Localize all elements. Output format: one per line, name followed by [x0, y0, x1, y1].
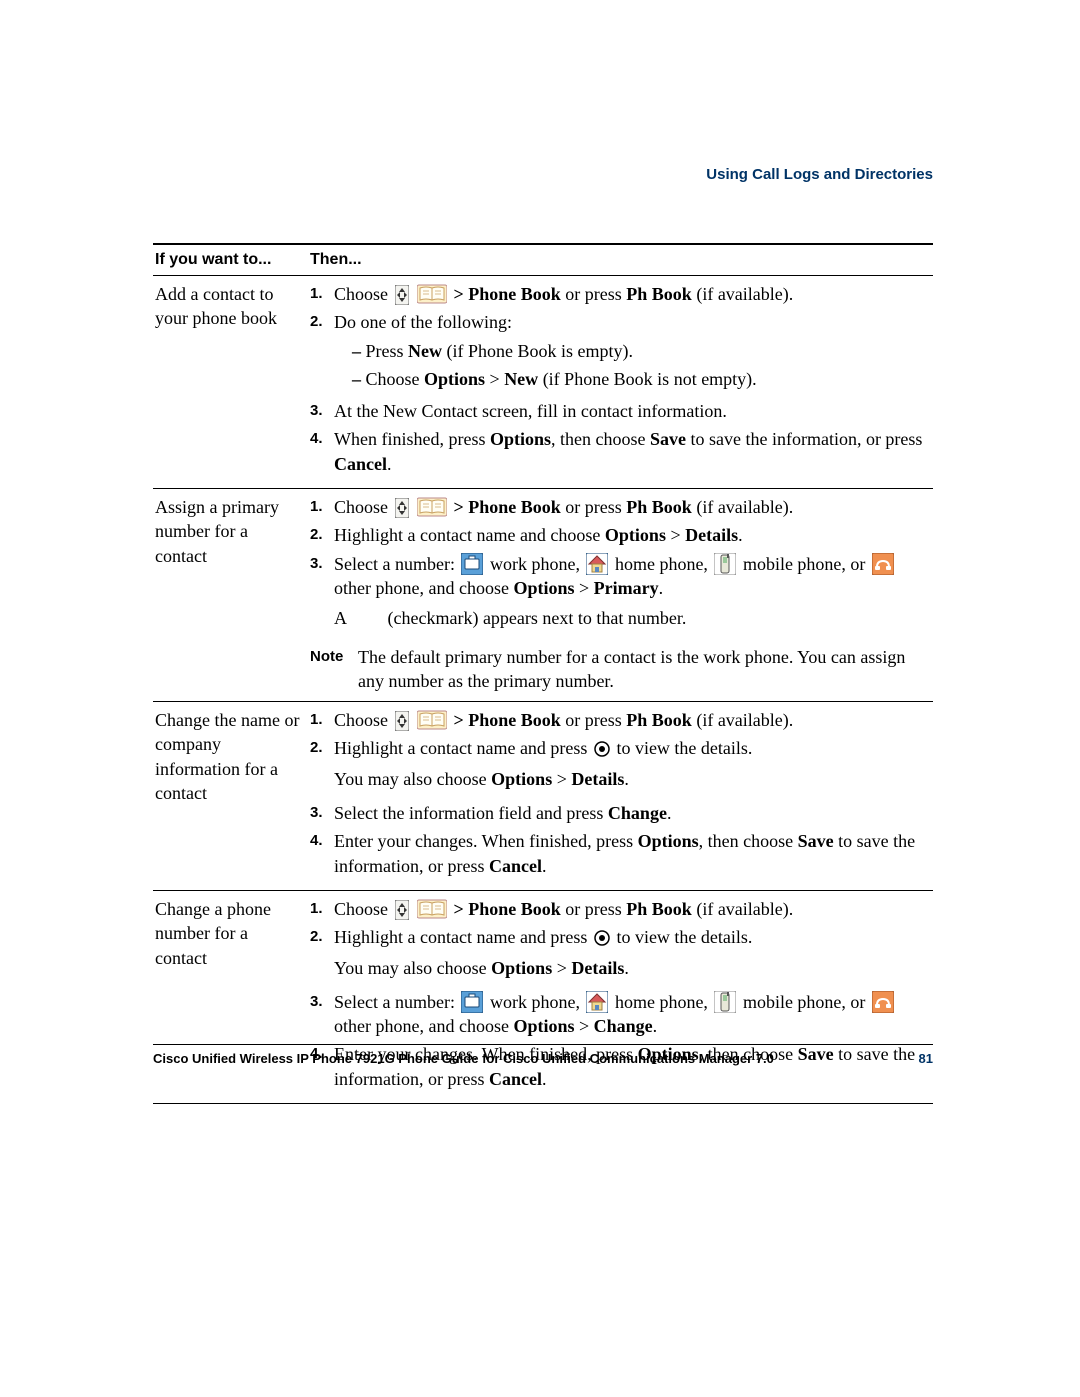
- nav-icon: [395, 900, 409, 920]
- header-then: Then...: [308, 244, 933, 276]
- footer-page-number: 81: [919, 1051, 933, 1066]
- work-phone-icon: [461, 553, 483, 575]
- mobile-phone-icon: [714, 991, 736, 1013]
- other-phone-icon: [872, 991, 894, 1013]
- phonebook-icon: [417, 496, 447, 518]
- phonebook-icon: [417, 898, 447, 920]
- row2-left: Assign a primary number for a contact: [153, 489, 308, 702]
- table-row: Assign a primary number for a contact 1.…: [153, 489, 933, 702]
- row1-left: Add a contact to your phone book: [153, 276, 308, 489]
- note-label: Note: [310, 645, 358, 694]
- row3-left: Change the name or company information f…: [153, 702, 308, 891]
- instruction-table: If you want to... Then... Add a contact …: [153, 243, 933, 1104]
- row4-left: Change a phone number for a contact: [153, 890, 308, 1103]
- table-row: Change the name or company information f…: [153, 702, 933, 891]
- nav-icon: [395, 711, 409, 731]
- home-phone-icon: [586, 553, 608, 575]
- note-body: The default primary number for a contact…: [358, 645, 927, 694]
- footer-title: Cisco Unified Wireless IP Phone 7921G Ph…: [153, 1051, 774, 1066]
- table-row: Change a phone number for a contact 1. C…: [153, 890, 933, 1103]
- phonebook-icon: [417, 709, 447, 731]
- work-phone-icon: [461, 991, 483, 1013]
- phonebook-icon: [417, 283, 447, 305]
- select-button-icon: [594, 741, 610, 757]
- table-row: Add a contact to your phone book 1. Choo…: [153, 276, 933, 489]
- header-if-you-want-to: If you want to...: [153, 244, 308, 276]
- mobile-phone-icon: [714, 553, 736, 575]
- nav-icon: [395, 498, 409, 518]
- nav-icon: [395, 285, 409, 305]
- select-button-icon: [594, 930, 610, 946]
- page-footer: Cisco Unified Wireless IP Phone 7921G Ph…: [153, 1044, 933, 1066]
- home-phone-icon: [586, 991, 608, 1013]
- other-phone-icon: [872, 553, 894, 575]
- section-title: Using Call Logs and Directories: [153, 166, 933, 183]
